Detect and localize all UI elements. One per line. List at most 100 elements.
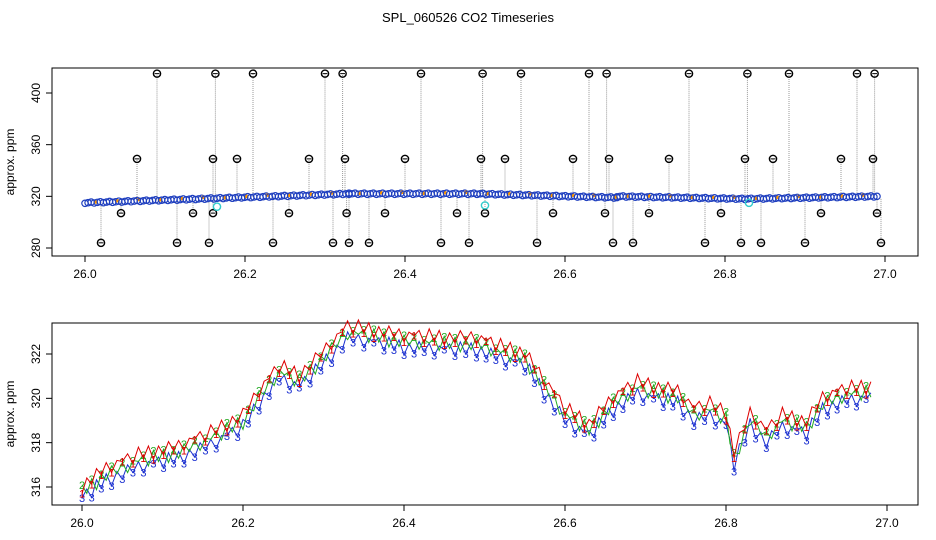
series-symbol: 3 [411,348,417,360]
series-symbol: 3 [562,419,568,431]
series-symbol: 3 [202,445,208,457]
series-symbol: 1 [256,392,262,404]
series-symbol: 1 [660,388,666,400]
outlier-point [208,154,218,164]
series-symbol: 2 [411,332,417,344]
y-tick-label: 400 [29,83,43,103]
series-symbol: 3 [150,459,156,471]
outlier-point [602,69,611,78]
bottom-panel: 26.0 26.2 26.4 26.6 26.8 27.0316318320322appr… [3,318,919,530]
outlier-point [800,238,810,248]
series-symbol: 3 [723,420,729,432]
outlier-point [816,208,826,218]
series-symbol: 2 [660,383,666,395]
x-tick-label: 26.8 [713,267,737,281]
series-symbol: 2 [502,344,508,356]
outlier-point [96,238,106,248]
series-symbol: 2 [512,344,518,356]
series-symbol: 2 [650,380,656,392]
y-tick-label: 360 [29,134,43,154]
series-symbol: 1 [803,422,809,434]
series-symbol: 1 [266,373,272,385]
series-symbol: 2 [853,384,859,396]
series-symbol: 1 [421,338,427,350]
series-symbol: 2 [89,474,95,486]
series-symbol: 3 [551,406,557,418]
outlier-point [342,208,351,218]
outlier-point [532,238,542,248]
outlier-point [743,69,752,78]
series-symbol: 1 [202,437,208,449]
series-symbol: 2 [276,365,282,377]
series-symbol: 2 [181,439,187,451]
series-symbol: 1 [541,381,547,393]
outlier-point [208,208,218,218]
series-symbol: 3 [752,434,758,446]
series-symbol: 3 [119,474,125,486]
outlier-point [644,208,654,218]
series-symbol: 2 [307,360,313,372]
series-symbol: 3 [691,421,697,433]
series-symbol: 3 [541,394,547,406]
series-symbol: 3 [610,412,616,424]
series-symbol: 3 [441,345,447,357]
outlier-point [568,154,578,164]
series-symbol: 2 [763,427,769,439]
series-symbol: 2 [286,367,292,379]
series-symbol: 3 [863,394,869,406]
outlier-point [248,69,258,78]
y-axis-label: approx. ppm [3,129,17,196]
x-tick-label: 26.6 [553,516,577,530]
series-symbol: 3 [89,493,95,505]
series-symbol: 3 [213,444,219,456]
outlier-point [204,238,214,248]
outlier-point [436,238,446,248]
series-symbol: 1 [411,331,417,343]
series-symbol: 3 [814,417,820,429]
plot-frame [51,67,919,257]
series-symbol: 1 [701,407,707,419]
series-symbol: 3 [350,338,356,350]
series-symbol: 3 [660,402,666,414]
series-symbol: 2 [339,328,345,340]
series-symbol: 1 [245,405,251,417]
outlier-point [870,69,879,78]
outlier-point [604,154,614,164]
series-symbol: 1 [181,445,187,457]
series-symbol: 3 [824,410,830,422]
outlier-point [464,238,474,248]
series-symbol: 1 [371,333,377,345]
series-symbol: 1 [160,450,166,462]
series-symbol: 3 [650,393,656,405]
outlier-point [380,208,390,218]
series-symbol: 1 [591,419,597,431]
series-symbol: 2 [401,330,407,342]
series-symbol: 1 [276,368,282,380]
series-symbol: 2 [610,392,616,404]
series-symbol: 1 [814,404,820,416]
series-symbol: 1 [140,453,146,465]
series-symbol: 3 [318,366,324,378]
series-symbol: 1 [192,434,198,446]
series-symbol: 3 [640,397,646,409]
series-symbol: 3 [834,405,840,417]
series-symbol: 3 [680,411,686,423]
series-symbol: 1 [863,389,869,401]
series-symbol: 2 [361,325,367,337]
x-tick-label: 26.4 [393,267,417,281]
series-symbol: 1 [774,422,780,434]
outlier-point [132,154,142,164]
series-symbol: 1 [630,386,636,398]
x-tick-label: 26.2 [231,516,255,530]
series-symbol: 2 [473,332,479,344]
y-axis-label: approx. ppm [3,381,17,448]
series-symbol: 1 [381,332,387,344]
series-symbol: 1 [213,429,219,441]
chart-title: SPL_060526 CO2 Timeseries [382,10,554,25]
outlier-point [600,208,610,218]
series-symbol: 3 [794,426,800,438]
outlier-point [684,69,694,78]
series-symbol: 3 [742,438,748,450]
series-symbol: 1 [328,345,334,357]
series-symbol: 2 [844,387,850,399]
